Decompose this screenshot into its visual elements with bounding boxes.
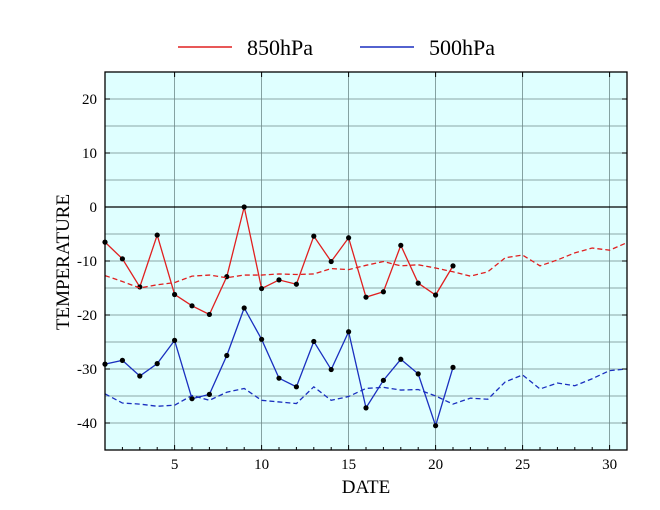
data-point-850hpa — [241, 204, 247, 210]
series-line-series-3-dashed — [104, 368, 628, 407]
y-tick-label: -40 — [77, 416, 97, 432]
data-point-500hpa — [311, 338, 317, 345]
data-point-500hpa — [363, 405, 369, 411]
legend-label-500hpa: 500hPa — [429, 35, 495, 60]
data-point-850hpa — [259, 285, 265, 292]
data-point-500hpa — [398, 356, 404, 362]
legend-label-850hpa: 850hPa — [247, 35, 313, 60]
data-point-500hpa — [450, 364, 456, 370]
data-point-850hpa — [433, 292, 439, 298]
legend: 850hPa 500hPa — [178, 35, 495, 60]
y-tick-label: 20 — [82, 92, 97, 108]
data-point-500hpa — [293, 384, 299, 390]
tick-labels: 5 10 15 20 25 30 20 10 0 -10 -20 -30 -40 — [77, 92, 617, 473]
data-point-500hpa — [328, 366, 334, 373]
x-tick-label: 10 — [254, 457, 269, 473]
x-tick-label: 5 — [171, 457, 179, 473]
y-tick-label: -30 — [77, 362, 97, 378]
data-point-850hpa — [206, 311, 212, 318]
y-axis-label: TEMPERATURE — [53, 194, 74, 330]
y-tick-label: 0 — [90, 200, 98, 216]
y-tick-label: 10 — [82, 146, 97, 162]
data-point-850hpa — [293, 281, 299, 287]
x-tick-label: 30 — [602, 457, 617, 473]
data-point-850hpa — [415, 280, 421, 286]
data-point-500hpa — [259, 336, 265, 342]
data-point-850hpa — [311, 233, 317, 239]
data-point-500hpa — [415, 371, 421, 377]
data-point-500hpa — [224, 352, 230, 359]
x-axis-label: DATE — [342, 477, 391, 498]
data-point-850hpa — [346, 235, 352, 241]
data-point-850hpa — [328, 258, 334, 265]
data-point-850hpa — [363, 294, 369, 300]
data-point-500hpa — [346, 329, 352, 335]
data-point-850hpa — [137, 284, 143, 290]
data-point-850hpa — [119, 256, 125, 262]
data-point-850hpa — [172, 291, 178, 298]
data-point-500hpa — [433, 423, 439, 429]
data-point-500hpa — [154, 361, 160, 367]
tick-marks — [104, 72, 628, 450]
data-point-850hpa — [224, 274, 230, 280]
data-point-850hpa — [154, 232, 160, 238]
x-tick-label: 20 — [428, 457, 443, 473]
series-layer — [102, 204, 628, 429]
data-point-500hpa — [206, 391, 212, 397]
data-point-850hpa — [189, 303, 195, 309]
y-tick-label: -20 — [77, 308, 97, 324]
data-point-500hpa — [137, 373, 143, 379]
data-point-500hpa — [119, 357, 125, 363]
data-point-500hpa — [189, 396, 195, 402]
data-point-500hpa — [172, 337, 178, 343]
data-point-500hpa — [241, 305, 247, 311]
x-tick-label: 15 — [341, 457, 356, 473]
data-point-500hpa — [276, 375, 282, 381]
data-point-850hpa — [276, 277, 282, 283]
data-point-850hpa — [450, 263, 456, 269]
y-tick-label: -10 — [77, 254, 97, 270]
data-point-850hpa — [380, 289, 386, 295]
data-point-850hpa — [398, 242, 404, 248]
data-point-500hpa — [380, 377, 386, 383]
series-line-series-2-dashed — [104, 242, 628, 289]
x-tick-label: 25 — [515, 457, 530, 473]
